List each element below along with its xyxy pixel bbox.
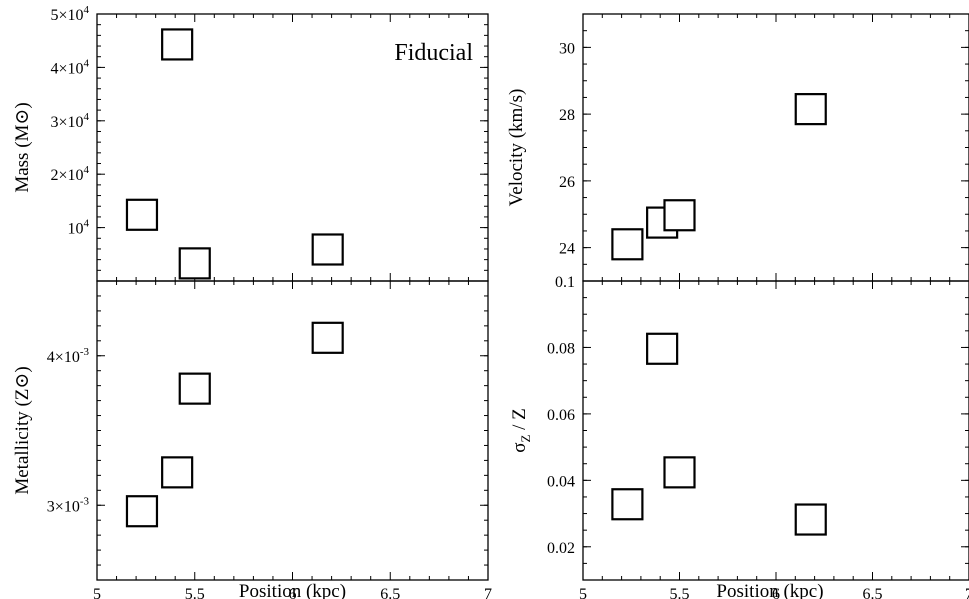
- plot-frame: [582, 280, 969, 581]
- data-point-square: [794, 503, 827, 536]
- x-axis-label: Position (kpc): [239, 581, 346, 599]
- y-tick-label: 2×104: [50, 164, 89, 184]
- data-point-square: [794, 93, 827, 126]
- y-tick-label: 0.06: [547, 407, 575, 424]
- y-tick-label: 3×104: [50, 111, 89, 131]
- x-tick-label: 5: [93, 586, 101, 599]
- y-axis-label: Velocity (km/s): [506, 89, 527, 207]
- y-tick-label: 24: [559, 241, 575, 258]
- x-tick-label: 6.5: [380, 586, 400, 599]
- y-tick-label: 0.04: [547, 473, 575, 490]
- plot-frame: [96, 280, 489, 581]
- panel-bottom-right: 5 5.5 6 6.5 7 Position (kpc) 0.02 0.04 0.06 0.08 0…: [509, 274, 969, 599]
- y-tick-exponent: -3: [80, 495, 90, 507]
- data-point-square: [178, 247, 211, 280]
- data-point-square: [663, 199, 696, 232]
- x-tick-label: 7: [965, 586, 969, 599]
- panel-top-right: 24 26 28 30 Velocity (km/s): [506, 13, 969, 282]
- x-tick-label: 6.5: [863, 586, 883, 599]
- x-tick-label: 5: [579, 586, 587, 599]
- x-tick-label: 5.5: [185, 586, 205, 599]
- y-tick-exponent: 4: [84, 218, 90, 230]
- data-point-square: [178, 372, 211, 405]
- x-axis-label: Position (kpc): [716, 581, 823, 599]
- y-tick-label: 28: [559, 107, 575, 124]
- data-point-square: [311, 321, 344, 354]
- y-tick-exponent: -3: [80, 346, 90, 358]
- y-axis-label: Metallicity (Z⊙): [12, 366, 33, 494]
- y-label-rest: / Z: [509, 408, 530, 434]
- y-tick-label: 3×10-3: [47, 495, 90, 515]
- x-tick-label: 6: [289, 586, 297, 599]
- y-tick-label: 0.02: [547, 540, 575, 557]
- x-tick-label: 5.5: [670, 586, 690, 599]
- data-point-square: [125, 495, 159, 528]
- y-label-sigma: σ: [509, 443, 530, 453]
- y-tick-label: 104: [68, 218, 90, 238]
- panel-top-left: 104 2×104 3×104 4×104 5×104 Mass (M⊙) Fiducial: [12, 4, 489, 282]
- y-tick-label: 4×104: [50, 57, 89, 77]
- data-point-square: [125, 198, 159, 231]
- data-point-square: [611, 228, 644, 261]
- y-tick-exponent: 4: [84, 4, 90, 16]
- data-point-square: [161, 28, 194, 61]
- y-axis-label: Mass (M⊙): [12, 102, 33, 192]
- y-tick-label: 4×10-3: [47, 346, 90, 366]
- y-tick-label: 26: [559, 174, 575, 191]
- data-point-square: [161, 456, 194, 489]
- y-tick-label: 30: [559, 40, 575, 57]
- panel-annotation: Fiducial: [394, 40, 473, 66]
- y-tick-exponent: 4: [84, 164, 90, 176]
- x-tick-label: 7: [484, 586, 492, 599]
- y-tick-label: 5×104: [50, 4, 89, 24]
- panel-bottom-left: 5 5.5 6 6.5 7 Position (kpc) 3×10-3 4×10-3 Metal…: [12, 280, 492, 599]
- data-point-square: [663, 456, 696, 489]
- y-tick-exponent: 4: [84, 111, 90, 123]
- y-tick-label: 0.08: [547, 340, 575, 357]
- data-point-square: [646, 332, 679, 365]
- y-tick-exponent: 4: [84, 57, 90, 69]
- y-label-sub: Z: [518, 435, 533, 443]
- x-tick-label: 6: [772, 586, 780, 599]
- data-point-square: [611, 488, 644, 521]
- data-point-square: [311, 233, 344, 266]
- y-tick-label: 0.1: [555, 274, 575, 291]
- y-axis-label: σZ / Z: [509, 408, 533, 453]
